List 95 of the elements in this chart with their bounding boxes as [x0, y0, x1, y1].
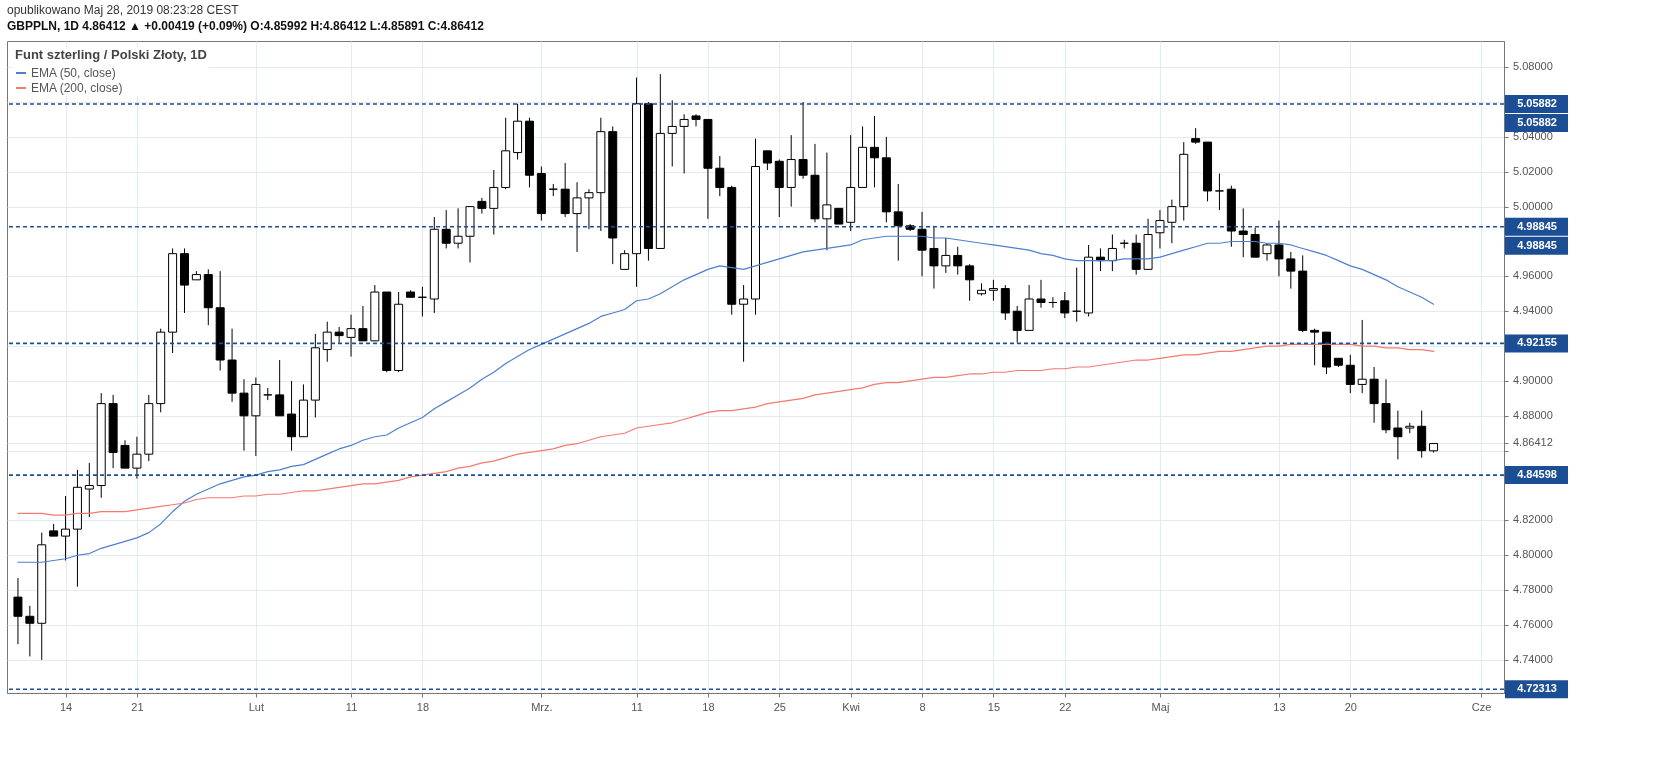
ref-line-label: 5.05882: [1517, 97, 1557, 110]
candlestick: [1357, 319, 1367, 394]
candlestick: [667, 99, 677, 168]
ref-line-label: 4.92155: [1517, 336, 1557, 349]
x-tick-label: 8: [919, 700, 926, 713]
y-tick-label: 4.82000: [1513, 513, 1553, 526]
x-tick-label: Kwi: [842, 700, 861, 713]
text: 4.98845: [1517, 238, 1557, 251]
candlestick: [1214, 172, 1224, 211]
y-tick-label: 5.04000: [1513, 129, 1553, 142]
ref-line-label: 4.72313: [1517, 682, 1557, 695]
y-tick-label: 4.90000: [1513, 373, 1553, 386]
candlestick: [1286, 251, 1296, 290]
x-tick-label: Lut: [248, 700, 265, 713]
candlestick: [346, 314, 356, 358]
candlestick: [739, 284, 749, 363]
legend-title: Funt szterling / Polski Złoty, 1D: [15, 47, 207, 62]
candlestick: [941, 237, 951, 274]
candlestick: [965, 263, 975, 302]
x-tick-label: 20: [1344, 700, 1357, 713]
y-tick-label: 5.00000: [1513, 199, 1553, 212]
candlestick: [1310, 328, 1320, 366]
candlestick: [1167, 199, 1177, 244]
x-tick-label: Maj: [1151, 700, 1170, 713]
candlestick: [869, 115, 879, 188]
y-tick-label: 4.94000: [1513, 304, 1553, 317]
candlestick: [988, 279, 998, 302]
text: 5.05882: [1517, 116, 1557, 129]
candlestick: [120, 439, 130, 469]
candlestick: [61, 495, 71, 562]
y-tick-label: 4.88000: [1513, 408, 1553, 421]
y-tick-label: 4.86412: [1513, 436, 1553, 449]
candlestick: [1036, 279, 1046, 309]
candlestick: [929, 225, 939, 290]
chart-subtitle: GBPPLN, 1D 4.86412 ▲ +0.00419 (+0.09%) O:4.85992 H:4.86412 L:4.85891 C:4.86412: [7, 19, 485, 33]
candlestick: [953, 246, 963, 276]
line-series: [17, 343, 1435, 516]
x-tick-label: 13: [1273, 700, 1286, 713]
candlestick: [1060, 291, 1070, 319]
candlestick: [1345, 354, 1355, 394]
x-tick-label: 25: [773, 700, 786, 713]
candlestick: [477, 197, 487, 215]
x-tick-label: 18: [416, 700, 430, 713]
x-tick-label: 11: [345, 700, 358, 713]
candlestick: [620, 249, 630, 270]
y-tick-label: 4.80000: [1513, 548, 1553, 561]
candlestick: [822, 152, 832, 251]
legend-label: EMA (50, close): [31, 66, 116, 80]
candlestick: [1012, 305, 1022, 344]
candlestick: [1238, 207, 1248, 258]
ref-line-label: 4.98845: [1517, 219, 1557, 232]
candlestick: [489, 169, 499, 236]
candlestick: [917, 211, 927, 277]
candlestick: [893, 183, 903, 262]
candlestick: [287, 380, 297, 452]
candlestick: [762, 150, 772, 171]
ref-line-label: 4.84598: [1517, 468, 1557, 481]
x-tick-label: Cze: [1471, 700, 1492, 713]
y-tick-label: 4.78000: [1513, 583, 1553, 596]
candlestick: [132, 436, 142, 480]
candlestick: [84, 462, 94, 518]
candlestick: [572, 181, 582, 253]
candlestick: [322, 321, 332, 363]
candlestick: [1250, 227, 1260, 258]
x-tick-label: 22: [1059, 700, 1072, 713]
y-tick-label: 4.96000: [1513, 269, 1553, 282]
candlestick: [715, 155, 725, 197]
candlestick: [1393, 410, 1403, 460]
candlestick: [275, 359, 285, 417]
y-tick-label: 4.76000: [1513, 618, 1553, 631]
candlestick: [441, 209, 451, 249]
x-tick-label: 14: [59, 700, 73, 713]
x-tick-label: 21: [131, 700, 144, 713]
candlestick: [239, 378, 249, 452]
candlestick: [1274, 220, 1284, 277]
chart-title: opublikowano Maj 28, 2019 08:23:28 CEST: [7, 3, 240, 17]
legend-label: EMA (200, close): [31, 81, 123, 95]
x-tick-label: Mrz.: [531, 700, 553, 713]
candlestick: [798, 101, 808, 180]
y-tick-label: 4.74000: [1513, 652, 1553, 665]
x-tick-label: 15: [987, 700, 1001, 713]
x-tick-label: 18: [702, 700, 715, 713]
candlestick: [1107, 234, 1117, 272]
candlestick: [584, 188, 594, 230]
y-tick-label: 5.08000: [1513, 60, 1553, 73]
y-tick-label: 5.02000: [1513, 164, 1553, 177]
candlestick: [358, 305, 368, 342]
candlestick: [453, 207, 463, 249]
candlestick: [334, 326, 344, 344]
candlestick: [1155, 209, 1165, 249]
candlestick: [691, 113, 701, 127]
candlestick: [679, 113, 689, 174]
candlestick: [13, 577, 23, 645]
x-tick-label: 11: [631, 700, 643, 713]
candlestick: [25, 605, 35, 657]
